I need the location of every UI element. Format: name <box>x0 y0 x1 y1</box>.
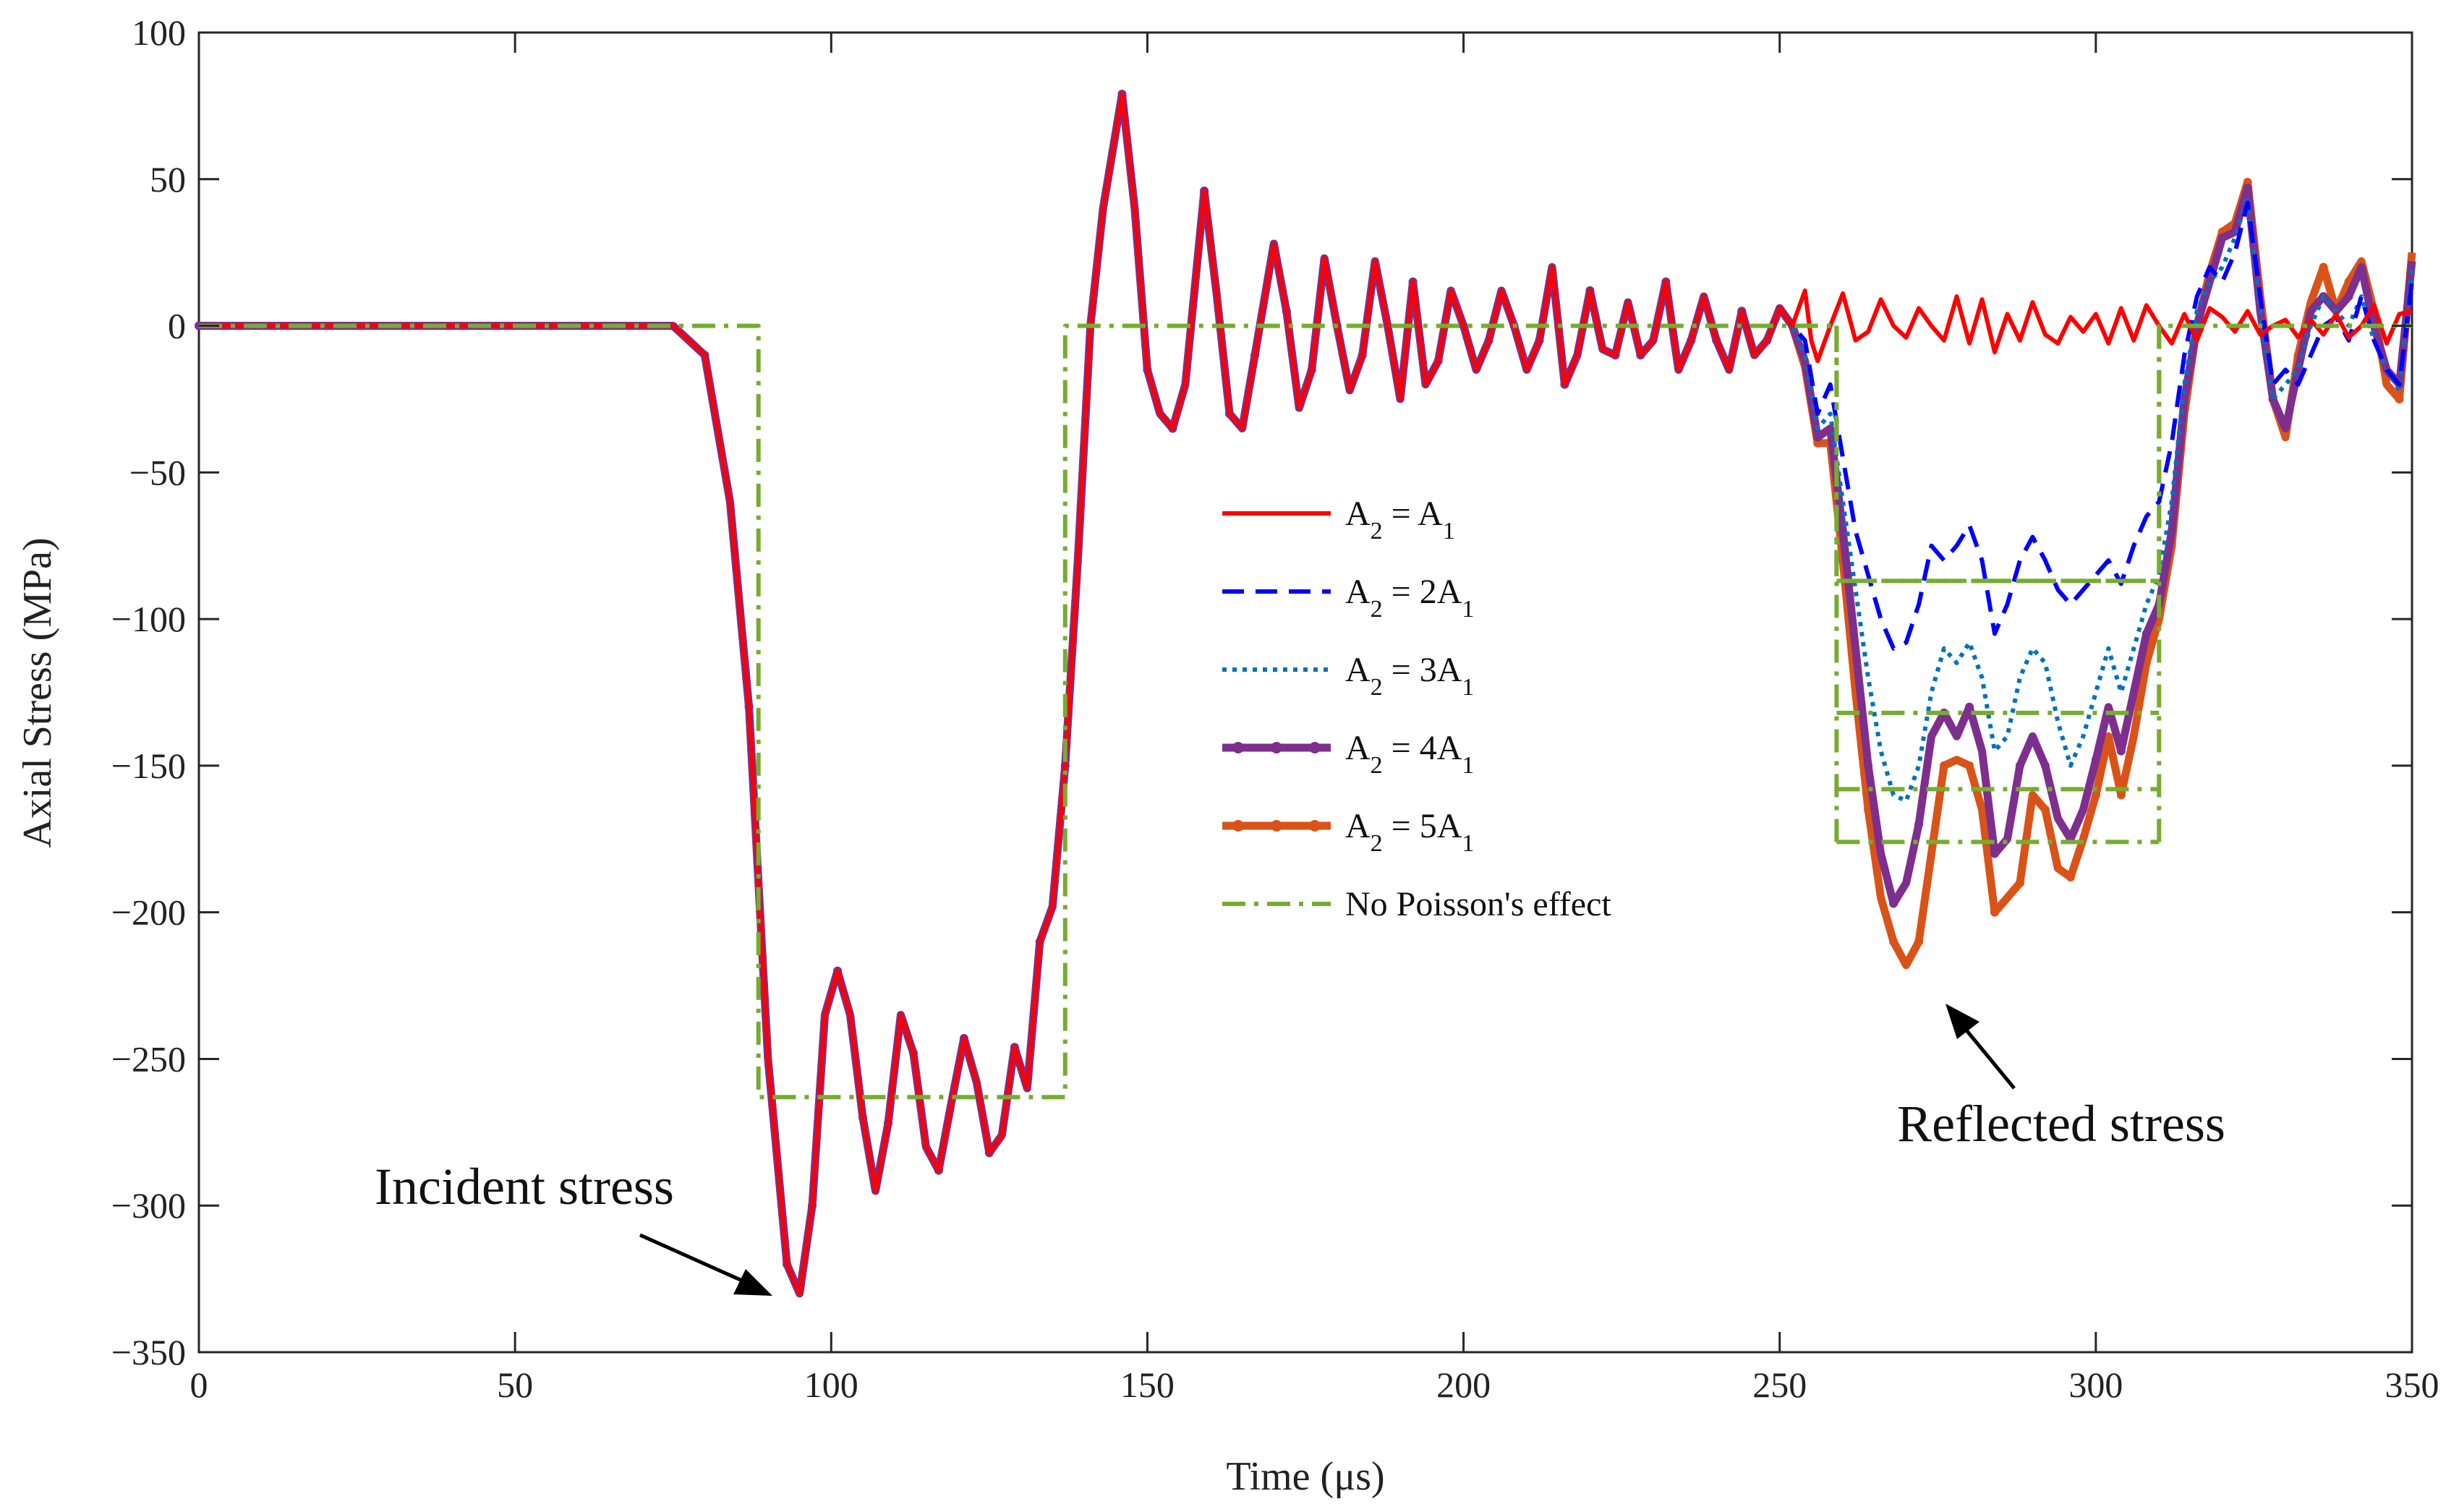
x-tick-label: 150 <box>1120 1364 1175 1405</box>
annotation-reflected-arrow <box>1962 1025 2016 1090</box>
series-marker-4 <box>1965 761 1974 770</box>
series-marker-3 <box>1813 432 1823 442</box>
legend-label-4: A2 = 5A1 <box>1345 807 1474 857</box>
y-tick-label: −300 <box>111 1185 186 1226</box>
y-tick-label: −100 <box>111 599 186 639</box>
annotation-incident-arrow <box>639 1233 750 1286</box>
y-axis-title: Axial Stress (MPa) <box>15 537 60 847</box>
series-marker-4 <box>2395 394 2404 403</box>
series-marker-3 <box>2243 183 2252 192</box>
series-marker-4 <box>2015 879 2024 888</box>
series-marker-3 <box>1914 820 1924 829</box>
legend-marker <box>1271 820 1282 832</box>
x-tick-label: 50 <box>497 1364 533 1405</box>
legend-marker <box>1232 820 1244 832</box>
series-marker-3 <box>2167 526 2176 536</box>
legend-marker <box>1309 820 1321 832</box>
series-marker-4 <box>1990 907 1999 917</box>
axes-layer: 0 50 100 150 200 250 300 350 100 50 0 −50 −100 −150 −2… <box>111 12 2439 1405</box>
y-tick-label: 100 <box>132 12 186 53</box>
annotation-incident: Incident stress <box>375 1158 772 1296</box>
series-marker-4 <box>2116 790 2126 800</box>
legend-label-3: A2 = 4A1 <box>1345 729 1474 779</box>
series-marker-3 <box>2116 746 2126 756</box>
y-tick-label: −350 <box>111 1332 186 1372</box>
series-line-0 <box>199 92 2413 1296</box>
series-marker-3 <box>1990 849 1999 858</box>
series-marker-3 <box>2091 755 2100 764</box>
series-marker-3 <box>2344 292 2353 301</box>
y-tick-label: −250 <box>111 1038 186 1079</box>
legend-label-0: A2 = A1 <box>1345 495 1455 544</box>
series-marker-3 <box>1889 899 1898 908</box>
series-marker-4 <box>2091 790 2100 800</box>
legend-marker <box>1232 742 1244 753</box>
y-tick-label: −50 <box>129 452 186 492</box>
x-tick-label: 350 <box>2385 1364 2439 1405</box>
annotation-incident-arrowhead <box>733 1269 772 1296</box>
y-tick-label: 50 <box>150 159 186 200</box>
series-marker-3 <box>2217 233 2227 242</box>
annotation-reflected-arrowhead <box>1946 1004 1979 1039</box>
series-marker-3 <box>1838 526 1848 536</box>
series-marker-3 <box>1965 702 1974 712</box>
y-tick-label: −200 <box>111 892 186 933</box>
x-tick-label: 300 <box>2068 1364 2123 1405</box>
series-marker-4 <box>1914 937 1924 947</box>
series-marker-3 <box>2040 761 2050 770</box>
series-marker-4 <box>2066 873 2075 881</box>
series-marker-3 <box>2141 629 2151 638</box>
annotation-incident-text: Incident stress <box>375 1158 674 1216</box>
x-tick-label: 250 <box>1752 1364 1807 1405</box>
legend-label-1: A2 = 2A1 <box>1345 573 1474 623</box>
legend-marker <box>1271 742 1282 753</box>
series-layer <box>195 90 2416 1298</box>
series-marker-4 <box>1940 761 1949 770</box>
series-line-5 <box>199 323 2412 1100</box>
x-tick-label: 0 <box>190 1364 208 1405</box>
series-marker-3 <box>1864 761 1873 770</box>
legend-label-2: A2 = 3A1 <box>1345 651 1474 701</box>
x-tick-label: 200 <box>1436 1364 1491 1405</box>
y-tick-label: 0 <box>168 306 186 346</box>
legend-label-5: No Poisson's effect <box>1345 885 1611 923</box>
series-marker-4 <box>2040 805 2050 814</box>
series-marker-4 <box>1889 937 1898 947</box>
series-marker-3 <box>2015 761 2024 770</box>
annotation-reflected: Reflected stress <box>1897 1004 2225 1153</box>
x-axis-title: Time (μs) <box>1226 1454 1384 1499</box>
legend-marker <box>1309 742 1321 753</box>
legend: A2 = A1 A2 = 2A1 A2 = 3A1 A2 = 4A1 A2 = 5A1 N… <box>1222 495 1611 923</box>
x-tick-label: 100 <box>804 1364 858 1405</box>
y-tick-label: −150 <box>111 746 186 786</box>
annotation-reflected-text: Reflected stress <box>1897 1095 2225 1153</box>
plot-area <box>197 31 2413 1354</box>
series-marker-4 <box>2319 262 2328 272</box>
